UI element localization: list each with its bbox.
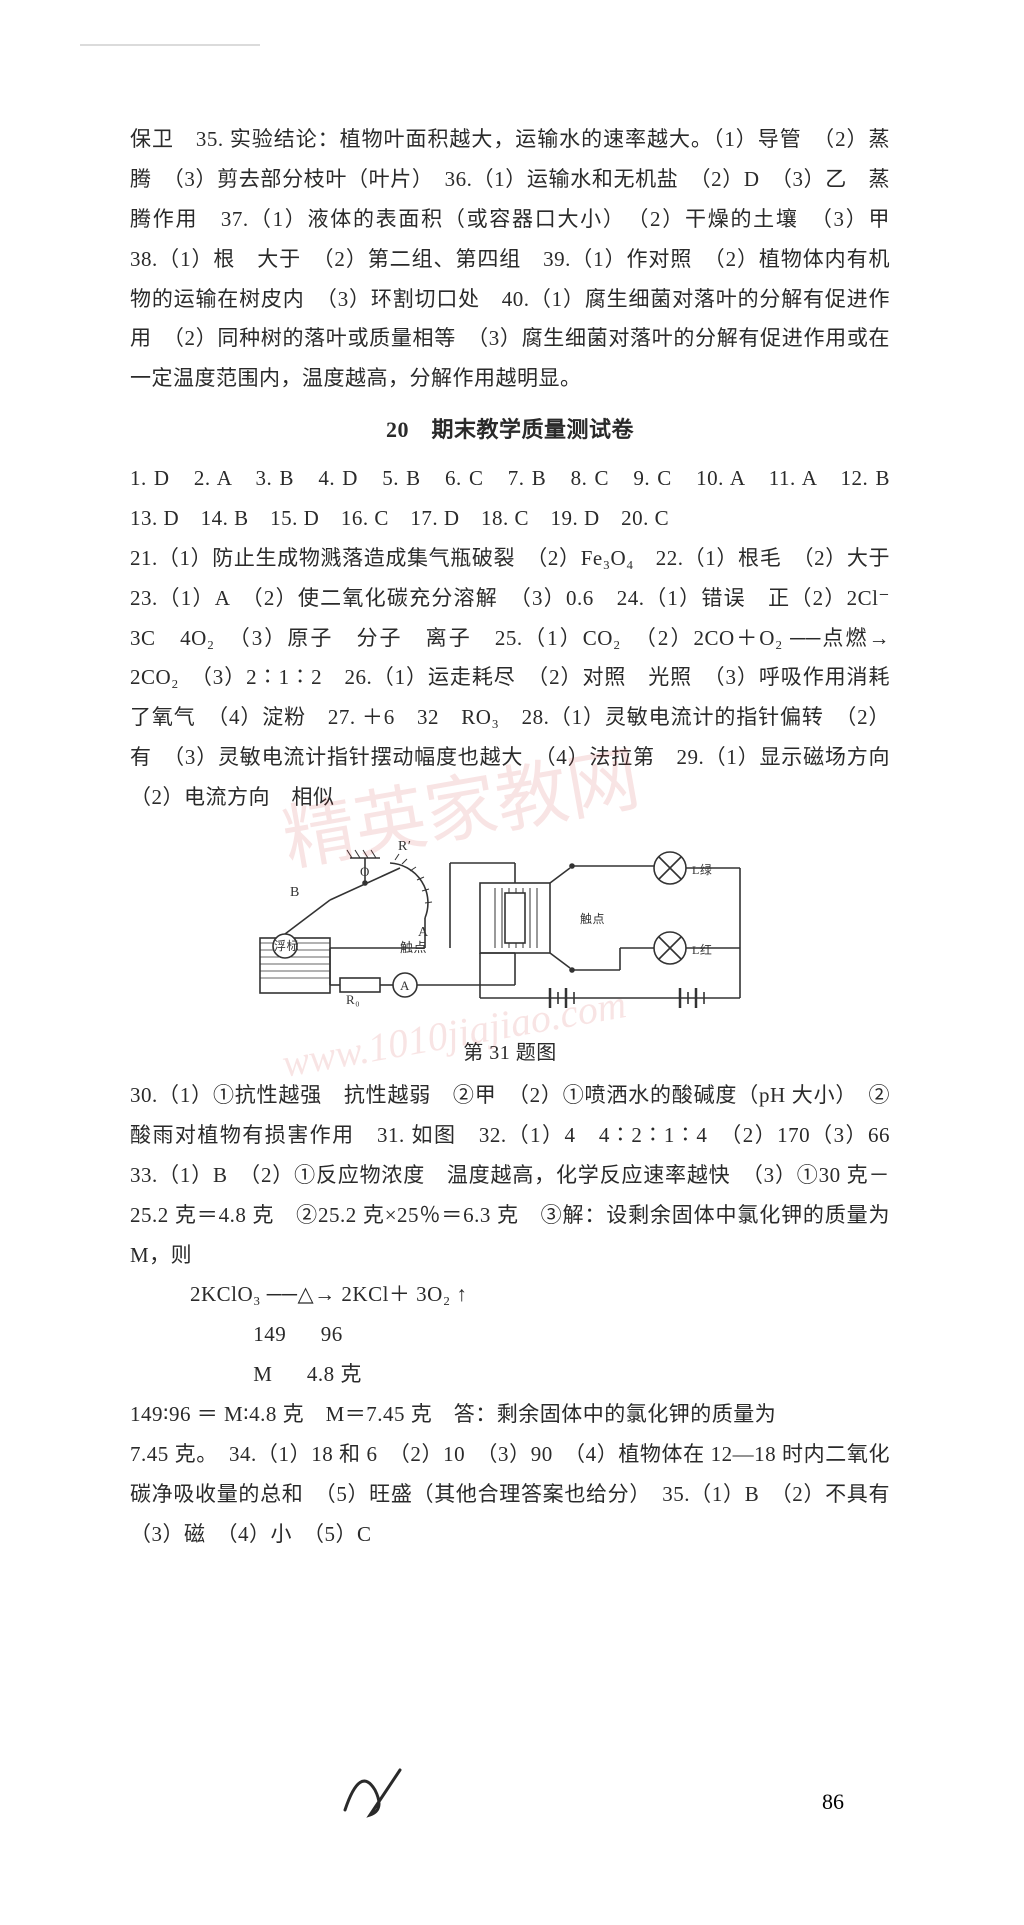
label-ammeter: A	[400, 978, 410, 993]
circuit-svg: 浮标 B O R′ A 触点 R₀	[250, 828, 770, 1018]
label-Rprime: R′	[398, 839, 411, 854]
top-fragment-text: 保卫 35. 实验结论：植物叶面积越大，运输水的速率越大。（1）导管 （2）蒸腾…	[130, 120, 890, 399]
circuit-diagram: 浮标 B O R′ A 触点 R₀	[130, 828, 890, 1072]
label-B: B	[290, 885, 300, 900]
answers-block-2: 30.（1）①抗性越强 抗性越弱 ②甲 （2）①喷洒水的酸碱度（pH 大小） ②…	[130, 1076, 890, 1275]
equation-block: 2KClO₃ ──△→ 2KCl＋ 3O₂ ↑ 149 96 M 4.8 克	[190, 1275, 890, 1395]
eq-line-2: 149 96	[190, 1315, 890, 1355]
page-number: 86	[822, 1789, 844, 1815]
section-title: 20 期末教学质量测试卷	[130, 409, 890, 451]
label-float: 浮标	[274, 939, 299, 953]
eq-line-1: 2KClO₃ ──△→ 2KCl＋ 3O₂ ↑	[190, 1275, 890, 1315]
label-A: A	[418, 925, 429, 940]
answers-block-3: 7.45 克。 34.（1）18 和 6 （2）10 （3）90 （4）植物体在…	[130, 1435, 890, 1555]
eq-line-4: 149∶96 ＝ M∶4.8 克 M＝7.45 克 答：剩余固体中的氯化钾的质量…	[130, 1395, 890, 1435]
eq-line-3: M 4.8 克	[190, 1355, 890, 1395]
answers-block-1: 21.（1）防止生成物溅落造成集气瓶破裂 （2）Fe₃O₄ 22.（1）根毛 （…	[130, 539, 890, 818]
label-Lred: L红	[692, 942, 712, 957]
mcq-answers: 1. D 2. A 3. B 4. D 5. B 6. C 7. B 8. C …	[130, 459, 890, 539]
page-content: 保卫 35. 实验结论：植物叶面积越大，运输水的速率越大。（1）导管 （2）蒸腾…	[130, 120, 890, 1555]
label-R0: R₀	[346, 992, 360, 1007]
top-rule	[80, 40, 260, 46]
label-Lgreen: L绿	[692, 862, 712, 877]
diagram-caption: 第 31 题图	[130, 1034, 890, 1072]
handwritten-mark	[330, 1755, 420, 1825]
label-contact2: 触点	[580, 912, 605, 926]
